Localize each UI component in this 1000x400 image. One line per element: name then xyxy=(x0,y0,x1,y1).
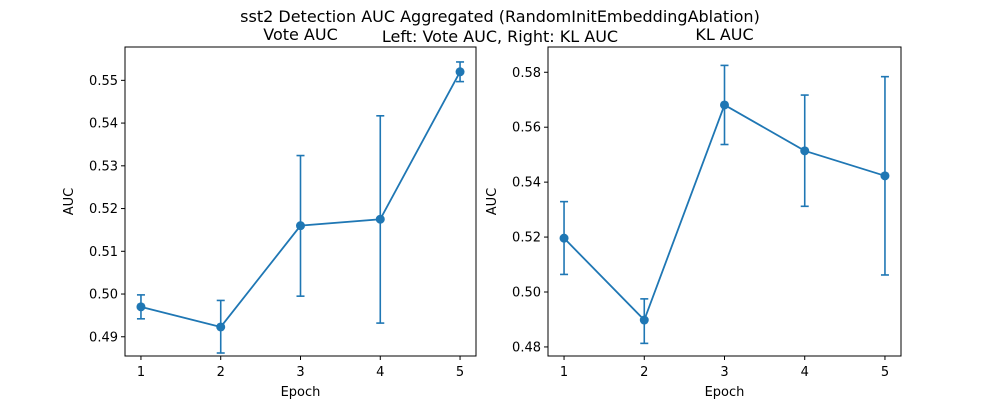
suptitle-line-2: Left: Vote AUC, Right: KL AUC xyxy=(382,27,618,46)
vote-data-point xyxy=(296,221,305,231)
vote-y-tick-label: 0.50 xyxy=(89,288,118,303)
kl-x-tick-label: 3 xyxy=(720,365,728,380)
kl-data-point xyxy=(880,171,890,181)
vote-y-axis-label: AUC xyxy=(62,188,77,216)
vote-x-tick-label: 1 xyxy=(137,365,145,380)
kl-x-tick-label: 4 xyxy=(801,365,809,380)
vote-x-tick-label: 5 xyxy=(456,365,464,380)
kl-x-tick-label: 5 xyxy=(881,365,889,380)
vote-x-tick-label: 4 xyxy=(376,365,384,380)
kl-auc-panel: KL AUC 1 2 3 4 5 0.48 0.50 0.52 0.54 0.56 0.58 Epoch… xyxy=(485,25,902,400)
vote-x-axis-label: Epoch xyxy=(281,385,321,400)
kl-y-tick-label: 0.48 xyxy=(512,340,541,355)
vote-data-point xyxy=(136,302,146,312)
kl-panel-title: KL AUC xyxy=(695,25,753,44)
kl-y-tick-label: 0.54 xyxy=(512,176,541,191)
kl-data-point xyxy=(559,233,569,243)
vote-data-point xyxy=(455,67,465,77)
vote-panel-title: Vote AUC xyxy=(263,25,338,44)
kl-data-point xyxy=(639,315,649,325)
kl-x-tick-label: 1 xyxy=(560,365,568,380)
vote-data-point xyxy=(375,214,385,224)
kl-data-point xyxy=(800,146,810,156)
vote-y-tick-label: 0.52 xyxy=(89,202,118,217)
vote-y-tick-label: 0.55 xyxy=(89,74,118,89)
kl-y-tick-label: 0.52 xyxy=(512,231,541,246)
kl-y-tick-label: 0.58 xyxy=(512,66,541,81)
vote-y-tick-label: 0.49 xyxy=(89,330,118,345)
vote-y-tick-label: 0.53 xyxy=(89,159,118,174)
vote-auc-panel: Vote AUC 1 2 3 4 5 0.49 0.50 0.51 0.52 0.53 0.54 0.5… xyxy=(62,25,477,400)
kl-y-tick-label: 0.56 xyxy=(512,121,541,136)
vote-y-tick-label: 0.51 xyxy=(89,245,118,260)
kl-y-tick-label: 0.50 xyxy=(512,286,541,301)
kl-x-tick-label: 2 xyxy=(640,365,648,380)
vote-x-tick-label: 3 xyxy=(296,365,304,380)
vote-y-tick-label: 0.54 xyxy=(89,117,118,132)
vote-data-point xyxy=(216,322,226,332)
kl-y-axis-label: AUC xyxy=(485,188,500,216)
vote-x-tick-label: 2 xyxy=(217,365,225,380)
suptitle-line-1: sst2 Detection AUC Aggregated (RandomIni… xyxy=(240,7,760,26)
kl-x-axis-label: Epoch xyxy=(705,385,745,400)
kl-data-point xyxy=(720,100,729,110)
